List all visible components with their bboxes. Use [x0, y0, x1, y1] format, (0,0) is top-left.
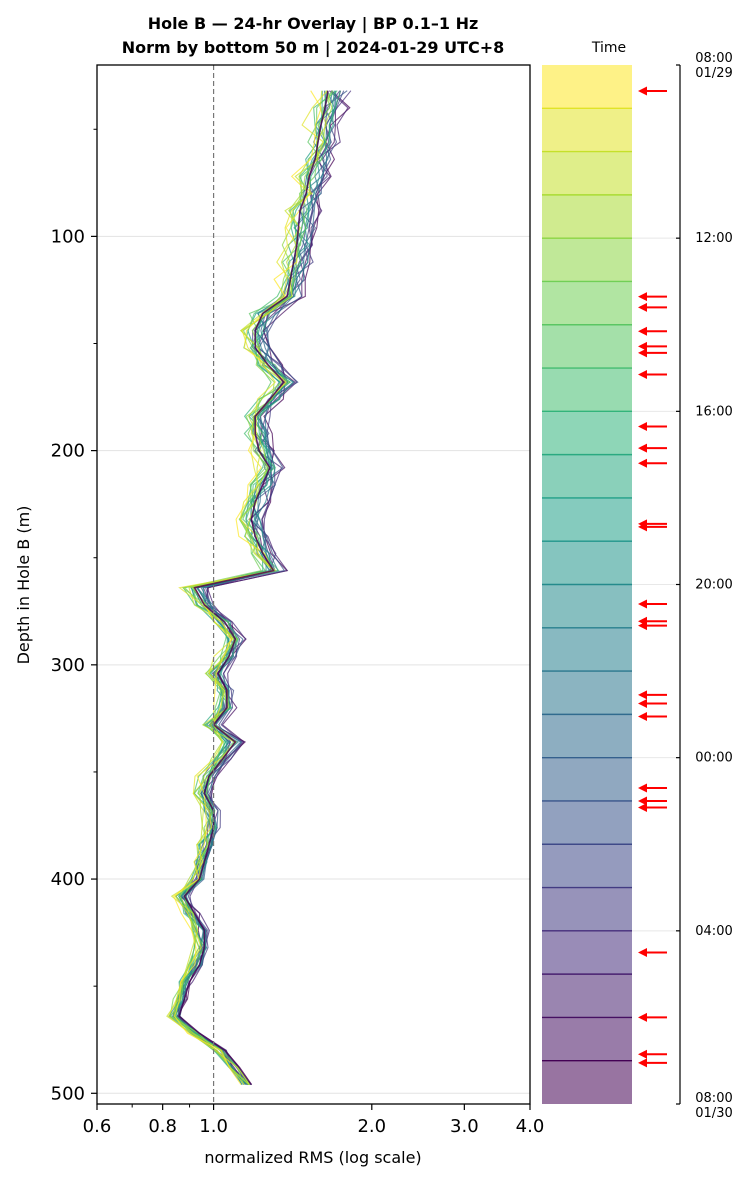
colorbar-band [542, 974, 632, 1018]
event-arrow-head [638, 370, 647, 380]
chart-title-line1: Hole B — 24-hr Overlay | BP 0.1–1 Hz [148, 14, 479, 34]
rms-profile-line [167, 90, 328, 1086]
colorbar-tick-label: 12:00 [695, 231, 732, 246]
event-arrow-head [638, 712, 647, 722]
event-arrow-head [638, 621, 647, 631]
colorbar-band [542, 281, 632, 325]
colorbar-tick-label: 08:00 [695, 51, 732, 66]
y-tick-label: 300 [51, 655, 85, 676]
plot-frame [96, 64, 531, 1105]
y-tick-label: 200 [51, 441, 85, 462]
x-tick-label: 0.8 [148, 1116, 177, 1137]
rms-profile-line [173, 90, 333, 1086]
x-tick-label: 2.0 [357, 1116, 386, 1137]
y-axis: 100 200 300 400 500 [51, 128, 97, 1104]
colorbar-band [542, 541, 632, 585]
event-arrow-head [638, 421, 647, 431]
colorbar-band [542, 411, 632, 455]
event-arrow-head [638, 443, 647, 453]
event-arrow-head [638, 458, 647, 468]
colorbar-band [542, 714, 632, 758]
colorbar-tick-label: 01/29 [695, 66, 732, 81]
colorbar-tick-label: 01/30 [695, 1106, 732, 1121]
colorbar-tick-label: 16:00 [695, 404, 732, 419]
event-arrow-head [638, 348, 647, 358]
event-arrow-head [638, 522, 647, 532]
colorbar-label: Time [591, 40, 626, 56]
colorbar-band [542, 584, 632, 628]
rms-profile-line [178, 90, 329, 1086]
colorbar-band [542, 757, 632, 801]
rms-profile-line [166, 90, 327, 1086]
event-arrow-head [638, 326, 647, 336]
y-tick-label: 500 [51, 1083, 85, 1104]
event-arrow-head [638, 699, 647, 709]
colorbar-tick-label: 08:00 [695, 1091, 732, 1106]
colorbar-band [542, 108, 632, 152]
x-tick-label: 3.0 [450, 1116, 479, 1137]
event-arrow-head [638, 1049, 647, 1059]
event-arrow-head [638, 1012, 647, 1022]
event-arrow-head [638, 796, 647, 806]
x-axis-label: normalized RMS (log scale) [204, 1148, 421, 1167]
colorbar-band [542, 454, 632, 498]
event-arrow-head [638, 690, 647, 700]
colorbar-band [542, 844, 632, 888]
chart-title-line2: Norm by bottom 50 m | 2024-01-29 UTC+8 [122, 38, 505, 58]
plot-area: 0.6 0.8 1.0 2.0 3.0 4.0 100 200 300 400 500 [51, 64, 545, 1137]
x-tick-label: 0.6 [83, 1116, 112, 1137]
event-arrow-head [638, 302, 647, 312]
colorbar-band [542, 368, 632, 412]
x-tick-label: 1.0 [199, 1116, 228, 1137]
event-arrow-head [638, 783, 647, 793]
colorbar-band [542, 671, 632, 715]
colorbar-band [542, 238, 632, 282]
x-axis: 0.6 0.8 1.0 2.0 3.0 4.0 [83, 1104, 545, 1137]
colorbar-tick-label: 00:00 [695, 751, 732, 766]
colorbar-band [542, 497, 632, 542]
y-tick-label: 100 [51, 226, 85, 247]
colorbar-axis: 08:0001/2912:0016:0020:0000:0004:0008:00… [632, 51, 733, 1121]
time-colorbar [542, 65, 632, 1104]
event-arrow-head [638, 86, 647, 96]
event-arrow-head [638, 947, 647, 957]
event-arrow-head [638, 802, 647, 812]
colorbar-band [542, 1017, 632, 1061]
colorbar-band [542, 627, 632, 672]
colorbar-band [542, 800, 632, 845]
event-arrow-head [638, 341, 647, 351]
colorbar-band [542, 65, 632, 109]
colorbar-tick-label: 04:00 [695, 924, 732, 939]
colorbar-band [542, 194, 632, 239]
horizontal-grid [97, 235, 530, 1094]
event-arrow-head [638, 292, 647, 302]
colorbar-band [542, 324, 632, 369]
colorbar-tick-label: 20:00 [695, 578, 732, 593]
colorbar-band [542, 887, 632, 931]
y-axis-label: Depth in Hole B (m) [14, 506, 33, 665]
y-tick-label: 400 [51, 869, 85, 890]
colorbar-band [542, 1060, 632, 1104]
event-arrow-head [638, 1058, 647, 1068]
colorbar-band [542, 930, 632, 975]
x-tick-label: 4.0 [516, 1116, 545, 1137]
rms-profiles [166, 90, 352, 1086]
event-arrows [638, 86, 667, 1068]
colorbar-band [542, 151, 632, 195]
event-arrow-head [638, 599, 647, 609]
